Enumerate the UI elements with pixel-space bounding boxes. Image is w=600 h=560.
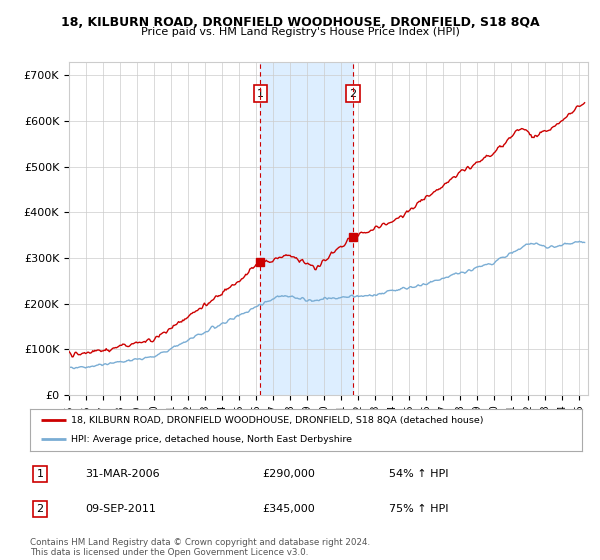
Text: £345,000: £345,000 — [262, 504, 314, 514]
Text: 2: 2 — [37, 504, 43, 514]
Text: 18, KILBURN ROAD, DRONFIELD WOODHOUSE, DRONFIELD, S18 8QA (detached house): 18, KILBURN ROAD, DRONFIELD WOODHOUSE, D… — [71, 416, 484, 424]
Text: 75% ↑ HPI: 75% ↑ HPI — [389, 504, 448, 514]
Text: 09-SEP-2011: 09-SEP-2011 — [85, 504, 156, 514]
Text: HPI: Average price, detached house, North East Derbyshire: HPI: Average price, detached house, Nort… — [71, 435, 352, 444]
Text: 54% ↑ HPI: 54% ↑ HPI — [389, 469, 448, 479]
Bar — [260, 62, 353, 395]
Text: 2: 2 — [349, 88, 356, 99]
Text: 31-MAR-2006: 31-MAR-2006 — [85, 469, 160, 479]
Text: 1: 1 — [257, 88, 264, 99]
Text: Price paid vs. HM Land Registry's House Price Index (HPI): Price paid vs. HM Land Registry's House … — [140, 27, 460, 37]
Text: £290,000: £290,000 — [262, 469, 315, 479]
Text: Contains HM Land Registry data © Crown copyright and database right 2024.
This d: Contains HM Land Registry data © Crown c… — [30, 538, 370, 557]
Text: 1: 1 — [37, 469, 43, 479]
Text: 18, KILBURN ROAD, DRONFIELD WOODHOUSE, DRONFIELD, S18 8QA: 18, KILBURN ROAD, DRONFIELD WOODHOUSE, D… — [61, 16, 539, 29]
